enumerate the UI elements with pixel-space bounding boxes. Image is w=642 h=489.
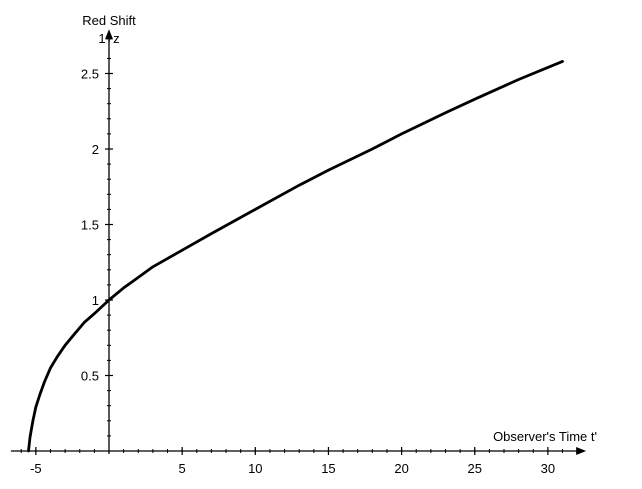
x-tick-label: 15 — [321, 461, 335, 476]
series-layer — [27, 60, 564, 453]
x-tick-label: 20 — [394, 461, 408, 476]
y-axis-arrow — [105, 29, 113, 40]
x-tick-label: 30 — [541, 461, 555, 476]
y-tick-label: 0.5 — [81, 369, 99, 384]
x-axis-label: Observer's Time t' — [493, 429, 597, 444]
x-tick-label: -5 — [30, 461, 42, 476]
x-tick-label: 5 — [179, 461, 186, 476]
x-tick-label: 25 — [468, 461, 482, 476]
axes — [10, 29, 587, 455]
series-line-0 — [27, 60, 564, 453]
y-tick-label: 1 — [92, 293, 99, 308]
y-tick-label: 1.5 — [81, 218, 99, 233]
y-tick-label: 2 — [92, 142, 99, 157]
y-axis-label-line1: Red Shift — [82, 13, 136, 28]
x-axis-arrow — [576, 447, 587, 455]
y-tick-label: 2.5 — [81, 67, 99, 82]
x-tick-label: 10 — [248, 461, 262, 476]
y-axis-label-line2: 1+z — [98, 31, 119, 46]
tick-labels: -5 5 10 15 20 25 30 0.5 1 1.5 2 2.5 — [30, 67, 555, 477]
ticks — [20, 57, 564, 455]
